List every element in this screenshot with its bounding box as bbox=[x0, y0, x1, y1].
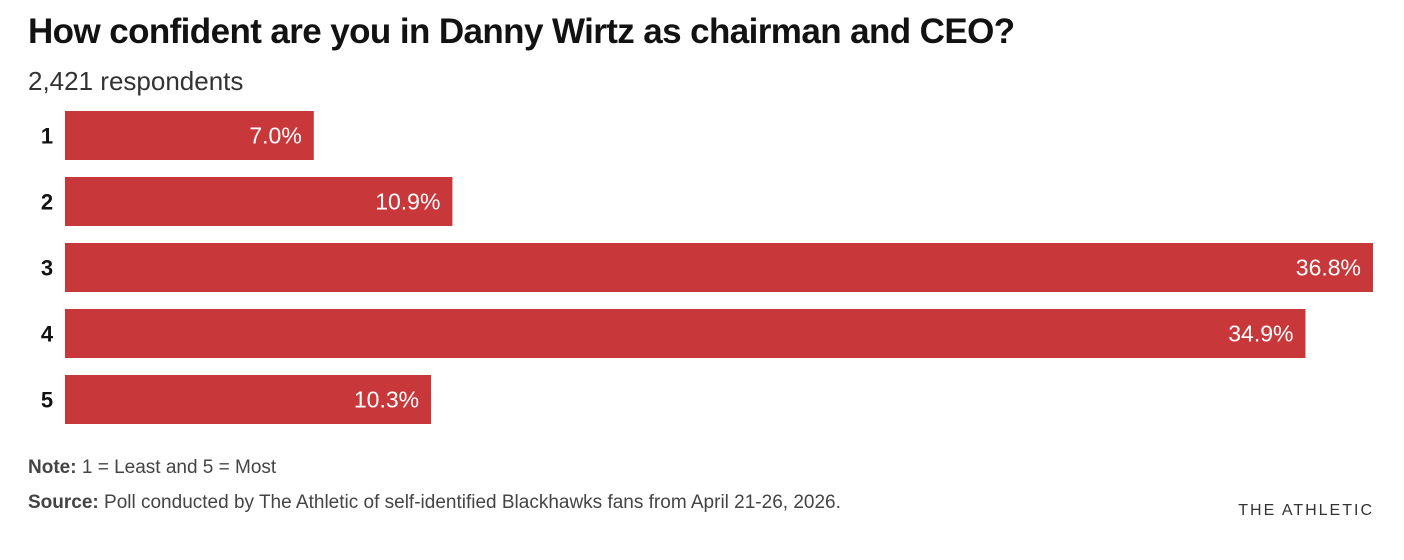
category-label: 5 bbox=[41, 388, 53, 413]
brand-logo: THE ATHLETIC bbox=[1238, 502, 1374, 519]
value-label: 34.9% bbox=[1228, 321, 1293, 347]
bar bbox=[65, 375, 432, 424]
source-label: Source: bbox=[28, 492, 99, 513]
value-label: 36.8% bbox=[1296, 255, 1361, 281]
note-label: Note: bbox=[28, 457, 77, 478]
category-label: 3 bbox=[41, 256, 53, 281]
bar bbox=[65, 309, 1306, 358]
source-text: Poll conducted by The Athletic of self-i… bbox=[104, 492, 841, 513]
value-label: 10.9% bbox=[375, 189, 440, 215]
bar-chart: 1 7.0% 2 10.9% 3 36.8% 4 34.9% 5 10.3% bbox=[41, 111, 1373, 424]
bar bbox=[65, 111, 314, 160]
bar bbox=[65, 243, 1373, 292]
chart-source: Source: Poll conducted by The Athletic o… bbox=[28, 492, 841, 514]
note-text: 1 = Least and 5 = Most bbox=[81, 457, 277, 478]
chart-note: Note: 1 = Least and 5 = Most bbox=[28, 457, 276, 479]
value-label: 7.0% bbox=[249, 123, 301, 149]
category-label: 2 bbox=[41, 190, 53, 215]
category-label: 1 bbox=[41, 124, 53, 149]
category-label: 4 bbox=[41, 322, 54, 347]
chart-title: How confident are you in Danny Wirtz as … bbox=[28, 12, 1015, 51]
bar bbox=[65, 177, 453, 226]
chart-subtitle: 2,421 respondents bbox=[28, 66, 244, 96]
value-label: 10.3% bbox=[354, 387, 419, 413]
